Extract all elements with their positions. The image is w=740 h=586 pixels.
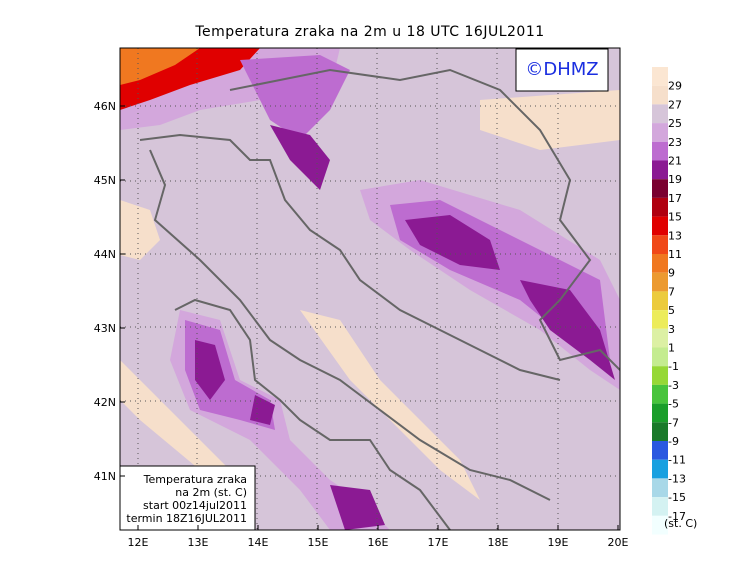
colorbar-swatch — [652, 67, 668, 86]
colorbar-label: 29 — [668, 80, 682, 93]
colorbar-label: -5 — [668, 398, 679, 411]
colorbar-swatch — [652, 441, 668, 460]
colorbar-swatch — [652, 366, 668, 385]
axes: 46N 45N 44N 43N 42N 41N 12E 13E 14E 15E 16E 17E 18E 1… — [94, 100, 629, 549]
colorbar-swatch — [652, 384, 668, 404]
colorbar-label: 17 — [668, 192, 682, 205]
colorbar-label: -7 — [668, 416, 679, 429]
legend-line: termin 18Z16JUL2011 — [126, 512, 247, 525]
colorbar-label: 7 — [668, 285, 675, 298]
colorbar-swatch — [652, 197, 668, 217]
colorbar-swatch — [652, 459, 668, 479]
lat-label: 45N — [94, 174, 116, 187]
lon-label: 20E — [608, 536, 629, 549]
colorbar-swatch — [652, 160, 668, 180]
colorbar-label: -17 — [668, 510, 686, 523]
colorbar-label: -3 — [668, 379, 679, 392]
lon-label: 16E — [368, 536, 389, 549]
legend-line: Temperatura zraka — [143, 473, 247, 486]
lat-label: 42N — [94, 396, 116, 409]
colorbar-swatch — [652, 123, 668, 142]
colorbar-swatch — [652, 478, 668, 498]
legend-line: start 00z14jul2011 — [143, 499, 247, 512]
colorbar-unit: (st. C) — [664, 517, 697, 530]
colorbar-swatch — [652, 216, 668, 236]
colorbar-label: 15 — [668, 211, 682, 224]
colorbar-label: -15 — [668, 491, 686, 504]
colorbar-label: -13 — [668, 472, 686, 485]
colorbar-swatch — [652, 497, 668, 516]
colorbar-swatch — [652, 104, 668, 124]
legend-line: na 2m (st. C) — [175, 486, 247, 499]
lon-label: 17E — [428, 536, 449, 549]
colorbar-swatch — [652, 272, 668, 292]
colorbar-swatch — [652, 141, 668, 161]
colorbar-swatch — [652, 235, 668, 254]
colorbar-swatch — [652, 179, 668, 198]
colorbar-swatch — [652, 515, 668, 535]
colorbar-label: 11 — [668, 248, 682, 261]
colorbar-swatch — [652, 328, 668, 348]
copyright: ©DHMZ — [525, 59, 598, 80]
legend-box — [119, 465, 256, 531]
colorbar-label: -1 — [668, 360, 679, 373]
lon-label: 14E — [248, 536, 269, 549]
lon-label: 19E — [548, 536, 569, 549]
colorbar-swatch — [652, 85, 668, 105]
colorbar-swatch — [652, 310, 668, 329]
lon-label: 15E — [308, 536, 329, 549]
lat-label: 43N — [94, 322, 116, 335]
colorbar-swatch — [652, 422, 668, 441]
lon-label: 18E — [488, 536, 509, 549]
temperature-field — [120, 48, 620, 530]
map-frame — [119, 47, 621, 531]
colorbar-swatch — [652, 347, 668, 367]
colorbar-swatch — [652, 254, 668, 273]
lon-label: 13E — [188, 536, 209, 549]
copyright-box — [515, 48, 609, 92]
colorbar-label: 1 — [668, 342, 675, 355]
colorbar-label: 27 — [668, 98, 682, 111]
lat-label: 44N — [94, 248, 116, 261]
colorbar-label: 21 — [668, 155, 682, 168]
colorbar-swatch — [652, 403, 668, 423]
colorbar-label: 13 — [668, 229, 682, 242]
lat-label: 41N — [94, 470, 116, 483]
colorbar-label: 3 — [668, 323, 675, 336]
lat-label: 46N — [94, 100, 116, 113]
colorbar-swatch — [652, 291, 668, 311]
colorbar-label: 19 — [668, 173, 682, 186]
colorbar: 29 27 25 23 21 19 17 15 13 11 9 7 5 3 1 -1 -3 -5 -7 -9 -11 -1… — [652, 67, 697, 535]
colorbar-label: 5 — [668, 304, 675, 317]
colorbar-label: -11 — [668, 454, 686, 467]
title: Temperatura zraka na 2m u 18 UTC 16JUL20… — [194, 24, 544, 40]
colorbar-label: 25 — [668, 117, 682, 130]
colorbar-label: 9 — [668, 267, 675, 280]
colorbar-label: 23 — [668, 136, 682, 149]
lon-label: 12E — [128, 536, 149, 549]
colorbar-label: -9 — [668, 435, 679, 448]
